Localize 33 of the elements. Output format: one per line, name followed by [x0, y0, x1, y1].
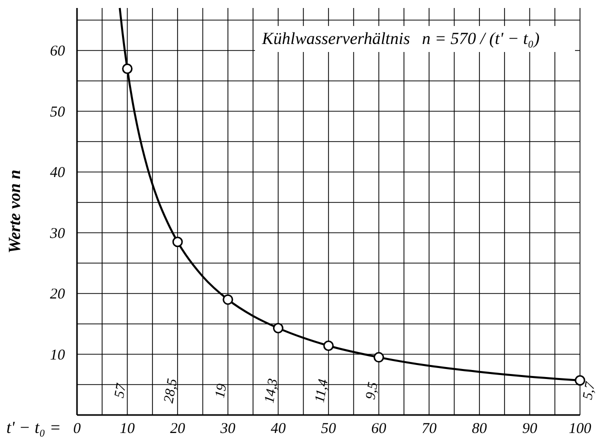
x-axis-title: t' − t₀ = — [6, 418, 61, 437]
annotation: 57 — [112, 382, 130, 400]
x-tick-label: 20 — [170, 421, 186, 437]
x-tick-label: 90 — [522, 421, 538, 437]
x-tick-label: 0 — [73, 421, 82, 437]
point — [374, 352, 384, 363]
x-tick-label: 80 — [472, 421, 488, 437]
x-tick-label: 100 — [568, 421, 592, 437]
x-tick-label: 30 — [219, 421, 236, 437]
point — [323, 340, 334, 351]
x-tick-label: 50 — [321, 421, 336, 437]
annotation: n = 570 / (t' − t₀) — [422, 29, 540, 48]
annotation: 14,3 — [262, 378, 282, 404]
y-tick-label: 60 — [50, 44, 66, 60]
y-tick-label: 30 — [49, 226, 66, 242]
point — [122, 63, 133, 74]
x-tick-label: 40 — [270, 421, 286, 437]
point — [272, 322, 284, 334]
y-tick-label: 40 — [50, 165, 66, 182]
point — [172, 236, 183, 248]
y-tick-label: 10 — [50, 347, 66, 364]
point — [222, 294, 234, 305]
text: Kühlwasserverhältnis — [261, 29, 410, 48]
text: 5,7 — [580, 380, 599, 401]
x-tick-label: 60 — [371, 421, 387, 437]
x-tick-label: 70 — [422, 421, 438, 437]
annotation: 9,5 — [364, 381, 382, 401]
y-tick-label: 50 — [50, 104, 66, 120]
x-tick-label: 10 — [120, 421, 136, 437]
y-tick-label: 20 — [50, 286, 66, 303]
annotation: 28,5 — [162, 378, 181, 404]
annotation: 11,4 — [312, 378, 332, 404]
y-axis-title: Werte von n — [5, 170, 24, 254]
